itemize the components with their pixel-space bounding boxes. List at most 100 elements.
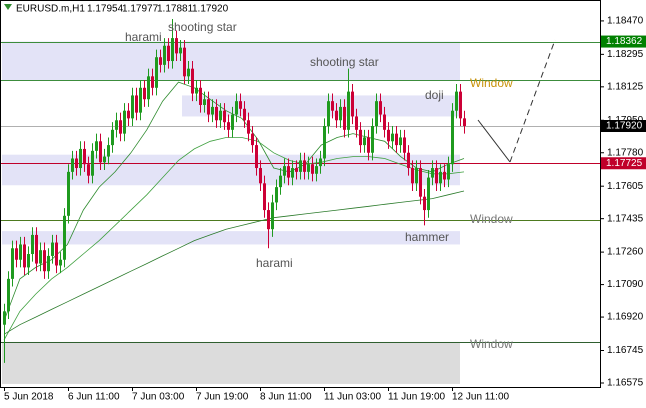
annotation: shooting star xyxy=(168,20,237,34)
price-tag xyxy=(601,157,646,170)
y-tick-label: 1.17435 xyxy=(607,213,644,224)
candle-body xyxy=(267,210,270,230)
candle-body xyxy=(107,145,110,157)
open-price: 1.17954 xyxy=(87,4,124,15)
candle-body xyxy=(367,137,370,153)
y-tick-label: 1.17260 xyxy=(607,247,644,258)
candle-body xyxy=(379,101,382,115)
candle-body xyxy=(147,76,150,100)
candle-body xyxy=(435,168,438,184)
candle-body xyxy=(83,148,86,165)
candle-body xyxy=(75,158,78,169)
candle-body xyxy=(359,129,362,146)
candle-body xyxy=(383,114,386,130)
zone xyxy=(2,231,460,245)
candle-body xyxy=(371,126,374,153)
candle-body xyxy=(127,110,130,119)
candle-body xyxy=(207,99,210,115)
candle-body xyxy=(187,68,190,77)
candle-body xyxy=(39,250,42,264)
symbol: EURUSD.m,H1 xyxy=(16,4,85,15)
x-tick-label: 5 Jun 2018 xyxy=(4,392,54,403)
candle-body xyxy=(299,160,302,172)
candle-body xyxy=(63,215,66,260)
candle-body xyxy=(111,129,114,146)
price-tag-label: 1.17920 xyxy=(606,121,643,132)
candle-body xyxy=(59,259,62,266)
candle-body xyxy=(303,160,306,172)
candle-body xyxy=(311,164,314,174)
x-tick-label: 7 Jun 19:00 xyxy=(196,392,249,403)
candle-body xyxy=(195,87,198,94)
candle-body xyxy=(15,248,18,260)
candle-body xyxy=(231,114,234,130)
price-tag-label: 1.18362 xyxy=(606,36,643,47)
candle-body xyxy=(375,101,378,127)
projection-line xyxy=(477,119,511,163)
axes: 1.184701.182951.181251.179501.177801.176… xyxy=(4,16,646,403)
candle-body xyxy=(423,196,426,211)
candle-body xyxy=(347,91,350,130)
candle-body xyxy=(31,234,34,255)
candle-body xyxy=(259,168,262,184)
candle-body xyxy=(35,234,38,264)
candle-body xyxy=(55,242,58,266)
candle-body xyxy=(71,158,74,172)
candle-body xyxy=(223,110,226,123)
y-tick-label: 1.18125 xyxy=(607,81,644,92)
x-tick-label: 12 Jun 11:00 xyxy=(452,392,510,403)
candle-body xyxy=(263,183,266,211)
candle-body xyxy=(399,137,402,146)
y-tick-label: 1.18295 xyxy=(607,49,644,60)
candle-body xyxy=(199,87,202,105)
x-tick-label: 11 Jun 19:00 xyxy=(388,392,446,403)
candle-body xyxy=(119,120,122,134)
candle-body xyxy=(307,164,310,172)
candle-body xyxy=(103,156,106,163)
y-tick-label: 1.18470 xyxy=(607,16,644,27)
candle-body xyxy=(391,133,394,142)
annotation: Window xyxy=(470,212,513,226)
candle-body xyxy=(395,133,398,146)
candle-body xyxy=(155,57,158,88)
x-tick-label: 7 Jun 03:00 xyxy=(132,392,185,403)
y-tick-label: 1.16920 xyxy=(607,312,644,323)
annotation: Window xyxy=(470,76,513,90)
candle-body xyxy=(363,137,366,146)
candle-body xyxy=(275,187,278,203)
candle-body xyxy=(159,57,162,65)
moving-average xyxy=(3,190,465,335)
candle-body xyxy=(27,254,30,268)
candle-body xyxy=(411,168,414,184)
candle-body xyxy=(255,145,258,169)
candle-body xyxy=(11,248,14,279)
annotation: Window xyxy=(470,337,513,351)
annotation: doji xyxy=(425,88,444,102)
candle-body xyxy=(79,148,82,169)
candle-body xyxy=(19,244,22,260)
x-tick-label: 8 Jun 11:00 xyxy=(260,392,312,403)
candle-body xyxy=(247,120,250,134)
candle-body xyxy=(343,106,346,130)
candle-body xyxy=(271,202,274,230)
candle-body xyxy=(295,168,298,172)
zone xyxy=(2,41,460,81)
candle-body xyxy=(95,141,98,151)
zone xyxy=(2,341,460,384)
candle-body xyxy=(167,45,170,62)
y-tick-label: 1.16575 xyxy=(607,378,644,389)
candle-body xyxy=(319,158,322,167)
annotations: harami shooting star shooting star doji Wind… xyxy=(125,20,513,351)
candle-body xyxy=(447,164,450,180)
annotation: harami xyxy=(256,256,293,270)
candle-body xyxy=(291,168,294,178)
annotation: hammer xyxy=(405,230,449,244)
candle-body xyxy=(459,91,462,119)
high-price: 1.17977 xyxy=(122,4,159,15)
candle-body xyxy=(163,45,166,65)
candle-body xyxy=(239,101,242,109)
candle-body xyxy=(203,99,206,105)
candle-body xyxy=(463,118,466,127)
